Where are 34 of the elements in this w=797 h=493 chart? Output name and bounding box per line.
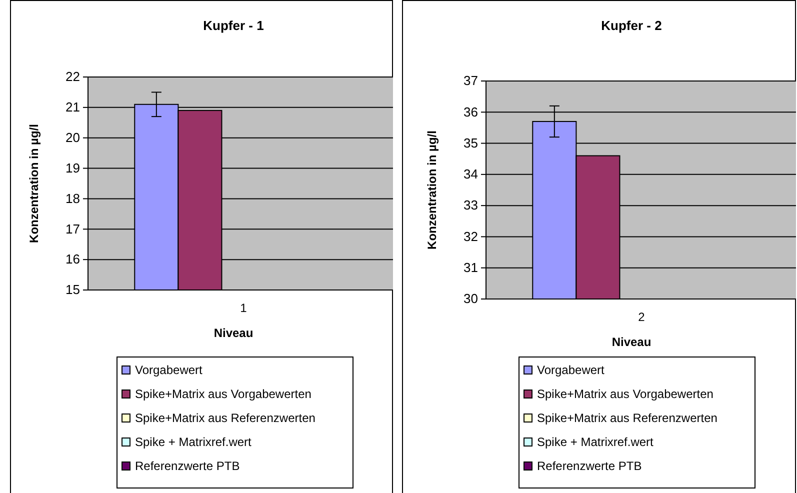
legend-label: Spike + Matrixref.wert: [537, 435, 654, 449]
y-axis-title: Konzentration in µg/l: [425, 130, 439, 250]
legend-label: Vorgabewert: [537, 363, 606, 377]
y-tick-label: 36: [464, 104, 478, 120]
legend-label: Vorgabewert: [135, 363, 204, 377]
x-tick-label: 2: [638, 310, 646, 324]
x-axis-title: Niveau: [214, 326, 254, 340]
x-axis-title: Niveau: [612, 335, 652, 349]
y-tick-label: 33: [464, 198, 478, 213]
y-tick-label: 20: [66, 130, 80, 146]
y-tick-label: 30: [464, 291, 478, 306]
legend-label: Spike+Matrix aus Vorgabewerten: [135, 387, 312, 401]
y-axis-title: Konzentration in µg/l: [27, 124, 41, 243]
y-tick-label: 18: [66, 190, 80, 206]
y-tick-label: 35: [464, 135, 478, 150]
y-tick-label: 22: [66, 69, 80, 84]
legend-label: Spike + Matrixref.wert: [135, 435, 252, 449]
legend-label: Spike+Matrix aus Vorgabewerten: [537, 387, 714, 401]
y-tick-label: 15: [66, 282, 80, 298]
chart-title: Kupfer - 1: [203, 18, 264, 33]
y-tick-label: 19: [66, 160, 80, 176]
legend-label: Spike+Matrix aus Referenzwerten: [135, 411, 316, 425]
y-tick-label: 21: [66, 100, 80, 115]
y-tick-label: 31: [464, 260, 478, 276]
legend-label: Referenzwerte PTB: [135, 459, 240, 473]
legend-label: Spike+Matrix aus Referenzwerten: [537, 411, 718, 425]
y-tick-label: 16: [66, 252, 80, 267]
chart-title: Kupfer - 2: [601, 18, 662, 33]
y-tick-label: 32: [464, 228, 478, 244]
y-tick-label: 17: [66, 221, 80, 236]
y-tick-label: 34: [464, 166, 478, 182]
y-tick-label: 37: [464, 73, 478, 88]
legend-label: Referenzwerte PTB: [537, 459, 642, 473]
x-tick-label: 1: [240, 301, 248, 316]
